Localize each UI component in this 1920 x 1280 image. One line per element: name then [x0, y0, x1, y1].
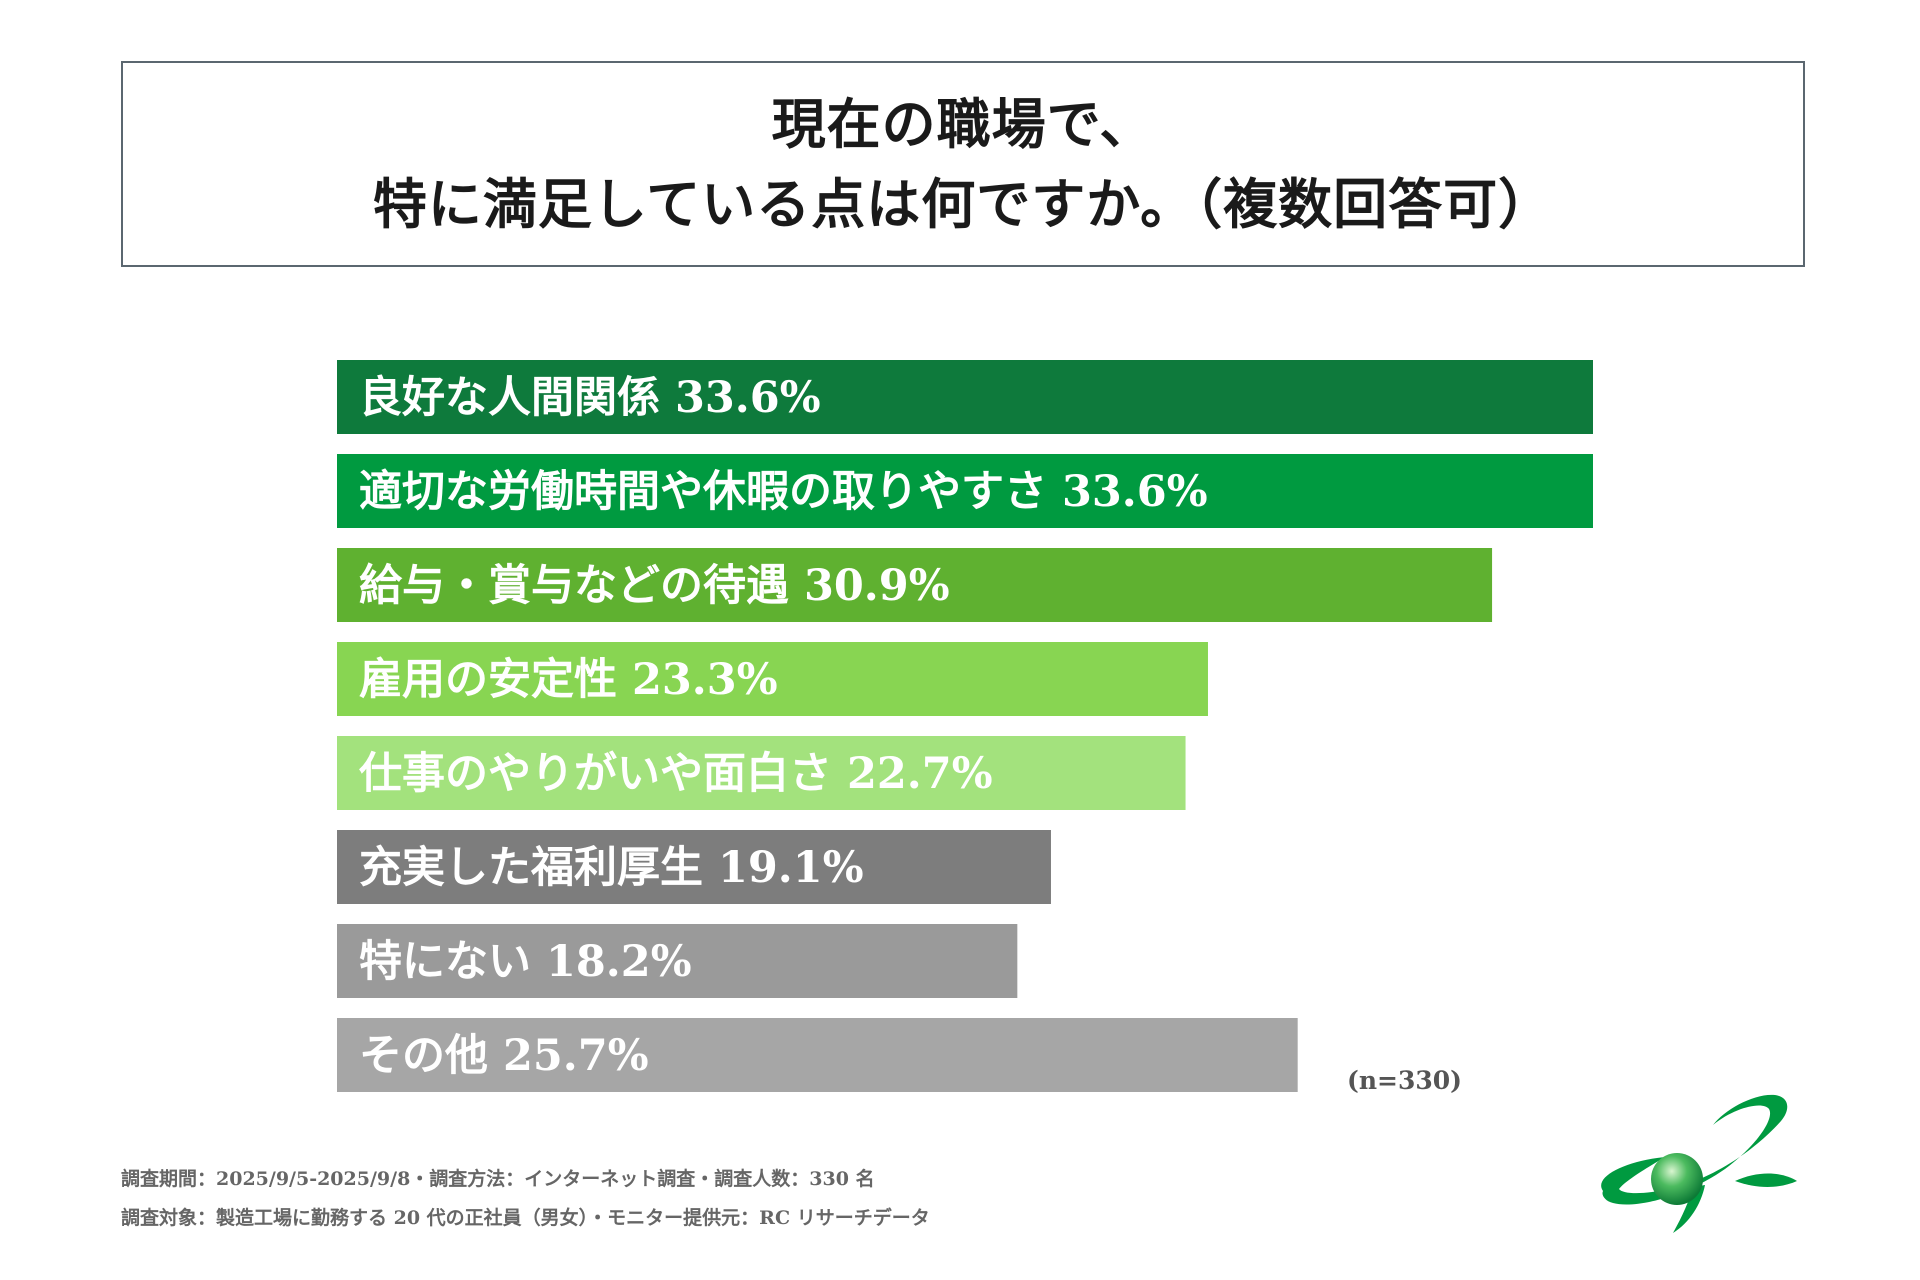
- bar-label-1: 良好な人間関係 33.6%: [359, 373, 821, 423]
- survey-footnote-target: 調査対象：製造工場に勤務する 20 代の正社員（男女）・モニター提供元：RC リ…: [121, 1207, 930, 1229]
- bar-1: [337, 360, 1593, 434]
- bar-label-4: 雇用の安定性 23.3%: [359, 655, 778, 705]
- bar-group-8: その他 25.7%: [337, 1018, 1298, 1092]
- bar-label-3: 給与・賞与などの待遇 30.9%: [359, 561, 950, 611]
- bar-label-7: 特にない 18.2%: [359, 937, 692, 987]
- bar-group-2: 適切な労働時間や休暇の取りやすさ 33.6%: [337, 454, 1593, 528]
- bar-6: [337, 830, 1051, 904]
- bar-group-6: 充実した福利厚生 19.1%: [337, 830, 1051, 904]
- survey-footnote-period: 調査期間：2025/9/5-2025/9/8・調査方法：インターネット調査・調査…: [121, 1168, 875, 1190]
- bar-group-5: 仕事のやりがいや面白さ 22.7%: [337, 736, 1186, 810]
- bar-group-3: 給与・賞与などの待遇 30.9%: [337, 548, 1493, 622]
- logo-leaf: [1735, 1173, 1797, 1187]
- bar-2: [337, 454, 1593, 528]
- bar-8: [337, 1018, 1298, 1092]
- bar-7: [337, 924, 1018, 998]
- bar-5: [337, 736, 1186, 810]
- bar-label-8: その他 25.7%: [359, 1031, 649, 1081]
- logo-globe: [1651, 1153, 1703, 1205]
- bar-label-5: 仕事のやりがいや面白さ 22.7%: [359, 749, 993, 799]
- bar-group-1: 良好な人間関係 33.6%: [337, 360, 1593, 434]
- sample-size-label: (n=330): [1347, 1066, 1462, 1095]
- logo-stem: [1673, 1185, 1705, 1233]
- chart-title-line2: 特に満足している点は何ですか。（複数回答可）: [372, 172, 1554, 236]
- company-logo-icon: [1601, 1094, 1797, 1233]
- bar-4: [337, 642, 1208, 716]
- bar-chart: 良好な人間関係 33.6% 適切な労働時間や休暇の取りやすさ 33.6% 給与・賞与…: [337, 360, 1593, 1092]
- bar-group-7: 特にない 18.2%: [337, 924, 1018, 998]
- chart-title-line1: 現在の職場で、: [771, 92, 1155, 156]
- bar-3: [337, 548, 1493, 622]
- bar-label-6: 充実した福利厚生 19.1%: [359, 843, 864, 893]
- title-box: 現在の職場で、 特に満足している点は何ですか。（複数回答可）: [121, 61, 1805, 267]
- bar-label-2: 適切な労働時間や休暇の取りやすさ 33.6%: [359, 467, 1208, 517]
- bar-group-4: 雇用の安定性 23.3%: [337, 642, 1208, 716]
